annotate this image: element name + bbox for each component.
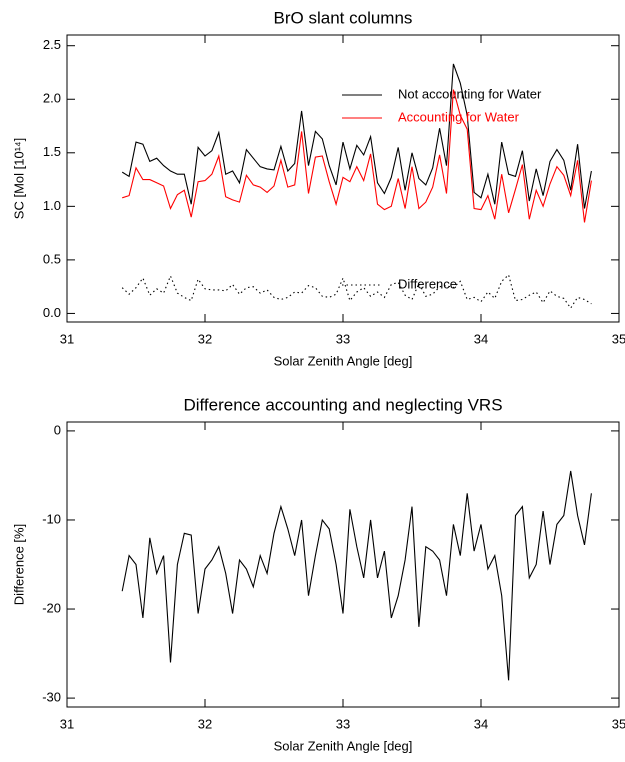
y-tick-label: 2.0 — [43, 91, 61, 106]
y-tick-label: -20 — [42, 600, 61, 615]
legend-label: Difference — [398, 276, 457, 291]
x-tick-label: 32 — [198, 716, 212, 731]
y-tick-label: 0.0 — [43, 305, 61, 320]
x-tick-label: 31 — [60, 331, 74, 346]
x-tick-label: 33 — [336, 331, 350, 346]
plot-frame — [66, 34, 620, 323]
x-tick-label: 34 — [474, 716, 488, 731]
plot-frame — [66, 421, 620, 708]
y-tick-label: 1.5 — [43, 144, 61, 159]
data-line — [121, 470, 592, 681]
legend-label: Not accounting for Water — [398, 86, 542, 101]
data-line — [122, 89, 592, 223]
chart-title: BrO slant columns — [274, 8, 413, 27]
chart-title: Difference accounting and neglecting VRS — [183, 395, 502, 414]
data-line — [121, 273, 592, 310]
x-axis-label: Solar Zenith Angle [deg] — [274, 738, 413, 753]
x-tick-label: 34 — [474, 331, 488, 346]
y-tick-label: 0.5 — [43, 251, 61, 266]
y-axis-label: SC [Mol [10¹⁴] — [11, 138, 26, 219]
y-tick-label: 0 — [54, 422, 61, 437]
y-tick-label: -10 — [42, 511, 61, 526]
x-tick-label: 33 — [336, 716, 350, 731]
data-line — [121, 63, 592, 209]
x-tick-label: 31 — [60, 716, 74, 731]
x-tick-label: 35 — [612, 331, 625, 346]
y-tick-label: 1.0 — [43, 198, 61, 213]
y-axis-label: Difference [%] — [11, 524, 26, 605]
y-tick-label: -30 — [42, 690, 61, 705]
y-tick-label: 2.5 — [43, 37, 61, 52]
legend-label: Accounting for Water — [398, 109, 520, 124]
x-tick-label: 32 — [198, 331, 212, 346]
x-tick-label: 35 — [612, 716, 625, 731]
x-axis-label: Solar Zenith Angle [deg] — [274, 353, 413, 368]
